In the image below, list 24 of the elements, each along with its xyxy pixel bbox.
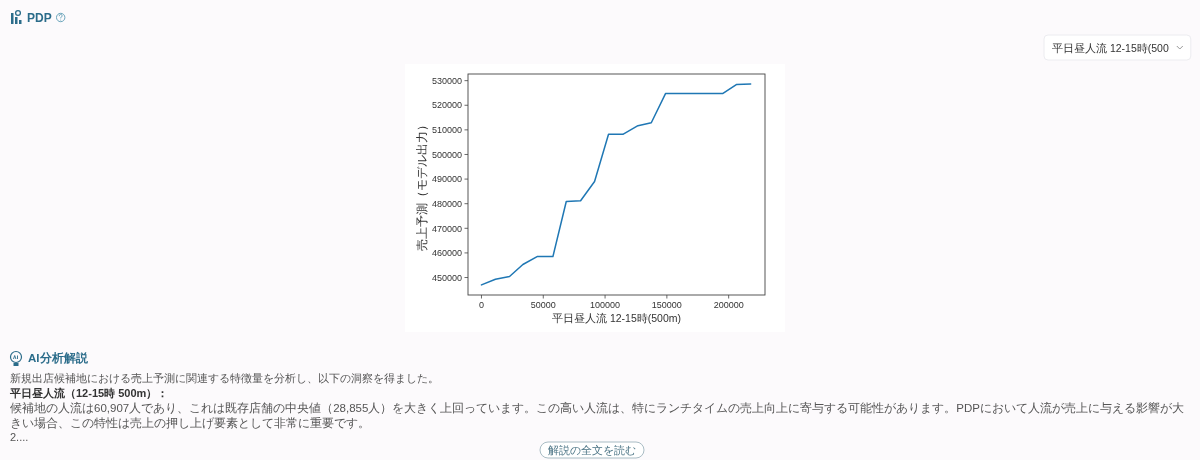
y-tick-label: 520000 bbox=[431, 100, 462, 111]
y-tick-label: 530000 bbox=[431, 75, 462, 86]
y-tick-label: 510000 bbox=[431, 125, 462, 136]
text: 解説の全文を読む bbox=[548, 444, 636, 456]
y-tick-label: 460000 bbox=[431, 248, 462, 259]
x-tick-label: 0 bbox=[478, 300, 484, 310]
text: PDP bbox=[27, 11, 52, 25]
x-tick-label: 100000 bbox=[590, 300, 621, 310]
text: 平日昼人流（12-15時 500m）： bbox=[9, 387, 169, 400]
x-tick-label: 50000 bbox=[530, 300, 556, 310]
y-tick-label: 480000 bbox=[431, 198, 462, 209]
y-tick-label: 490000 bbox=[431, 174, 462, 185]
x-tick-label: 200000 bbox=[713, 300, 744, 310]
text: 候補地の人流は60,907人であり、これは既存店舗の中央値（28,855人）を大きく上回っています。この高い人流は、特にランチタイムの売上向上に寄与する可能性があります。PDPにおいて人流が売上に与える影響が大きい場合、この特性は売上の押し上げ要素として非常に重要です。 bbox=[10, 401, 1184, 430]
text: AI分析解説 bbox=[28, 351, 89, 364]
text: 新規出店候補地における売上予測に関連する特徴量を分析し、以下の洞察を得ました。 bbox=[10, 372, 439, 385]
x-tick-label: 150000 bbox=[651, 300, 682, 310]
y-tick-label: 470000 bbox=[431, 223, 462, 234]
y-tick-label: 450000 bbox=[431, 272, 462, 283]
y-tick-label: 500000 bbox=[431, 149, 462, 160]
text: 平日昼人流 12-15時(500 bbox=[1052, 42, 1169, 54]
y-axis-title: 売上予測（モデル出力） bbox=[415, 118, 429, 251]
x-axis-title: 平日昼人流 12-15時(500m) bbox=[551, 312, 682, 324]
text: 2.... bbox=[10, 431, 29, 443]
